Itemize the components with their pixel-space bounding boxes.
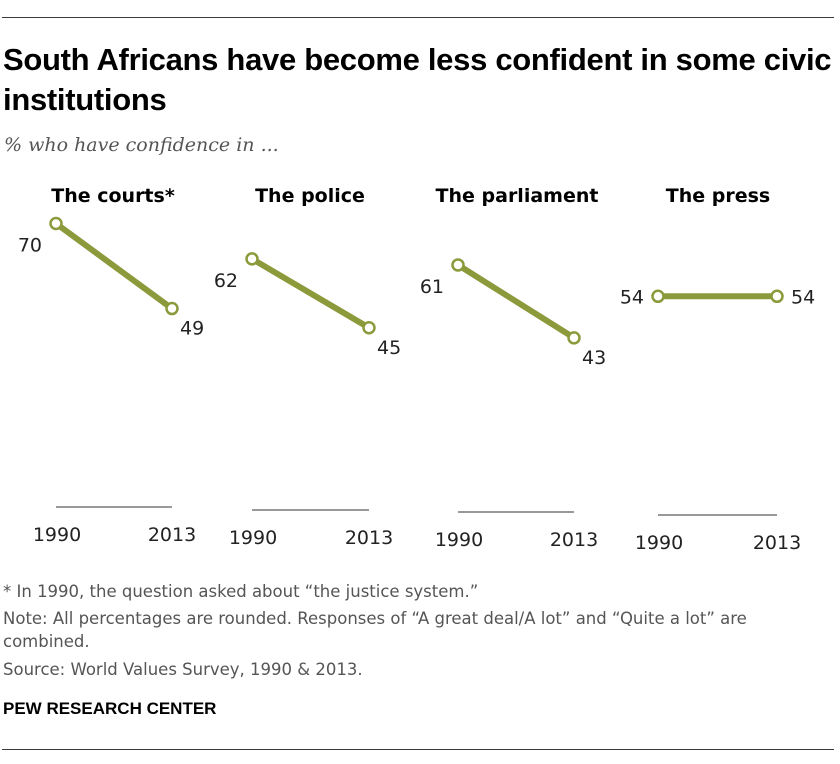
x-tick-label: 2013: [550, 529, 598, 551]
note: Note: All percentages are rounded. Respo…: [3, 609, 747, 651]
brand-logo-text: PEW RESEARCH CENTER: [3, 699, 217, 718]
data-point: [770, 289, 784, 304]
panel-title: The parliament: [436, 185, 599, 207]
data-label: 49: [180, 318, 204, 340]
chart-title: South Africans have become less confiden…: [3, 42, 832, 117]
top-rule: [2, 17, 834, 18]
data-point: [362, 321, 376, 335]
data-label: 61: [420, 276, 444, 298]
data-label: 62: [214, 270, 238, 292]
data-label: 54: [620, 286, 644, 308]
data-label: 43: [582, 347, 606, 369]
x-tick-label: 1990: [229, 527, 277, 549]
data-point: [165, 301, 179, 316]
x-tick-label: 1990: [33, 524, 81, 546]
data-point: [651, 289, 665, 304]
bottom-rule: [2, 749, 834, 750]
series-line: [455, 261, 577, 341]
x-tick-label: 1990: [635, 532, 683, 554]
data-point: [245, 252, 259, 266]
data-label: 54: [791, 286, 815, 308]
x-tick-label: 1990: [435, 529, 483, 551]
panel-title: The police: [255, 185, 365, 207]
data-point: [49, 216, 63, 231]
series-line: [53, 220, 175, 312]
data-point: [567, 331, 581, 345]
data-point: [451, 258, 465, 272]
x-tick-label: 2013: [148, 524, 196, 546]
x-tick-label: 2013: [345, 527, 393, 549]
chart-subtitle: % who have confidence in ...: [4, 134, 279, 156]
data-label: 45: [377, 337, 401, 359]
panel-title: The courts*: [51, 185, 175, 207]
x-tick-label: 2013: [753, 532, 801, 554]
footnote: * In 1990, the question asked about “the…: [3, 582, 479, 601]
source: Source: World Values Survey, 1990 & 2013…: [3, 660, 363, 679]
data-label: 70: [18, 235, 42, 257]
panel-title: The press: [666, 185, 770, 207]
series-line: [249, 255, 372, 331]
